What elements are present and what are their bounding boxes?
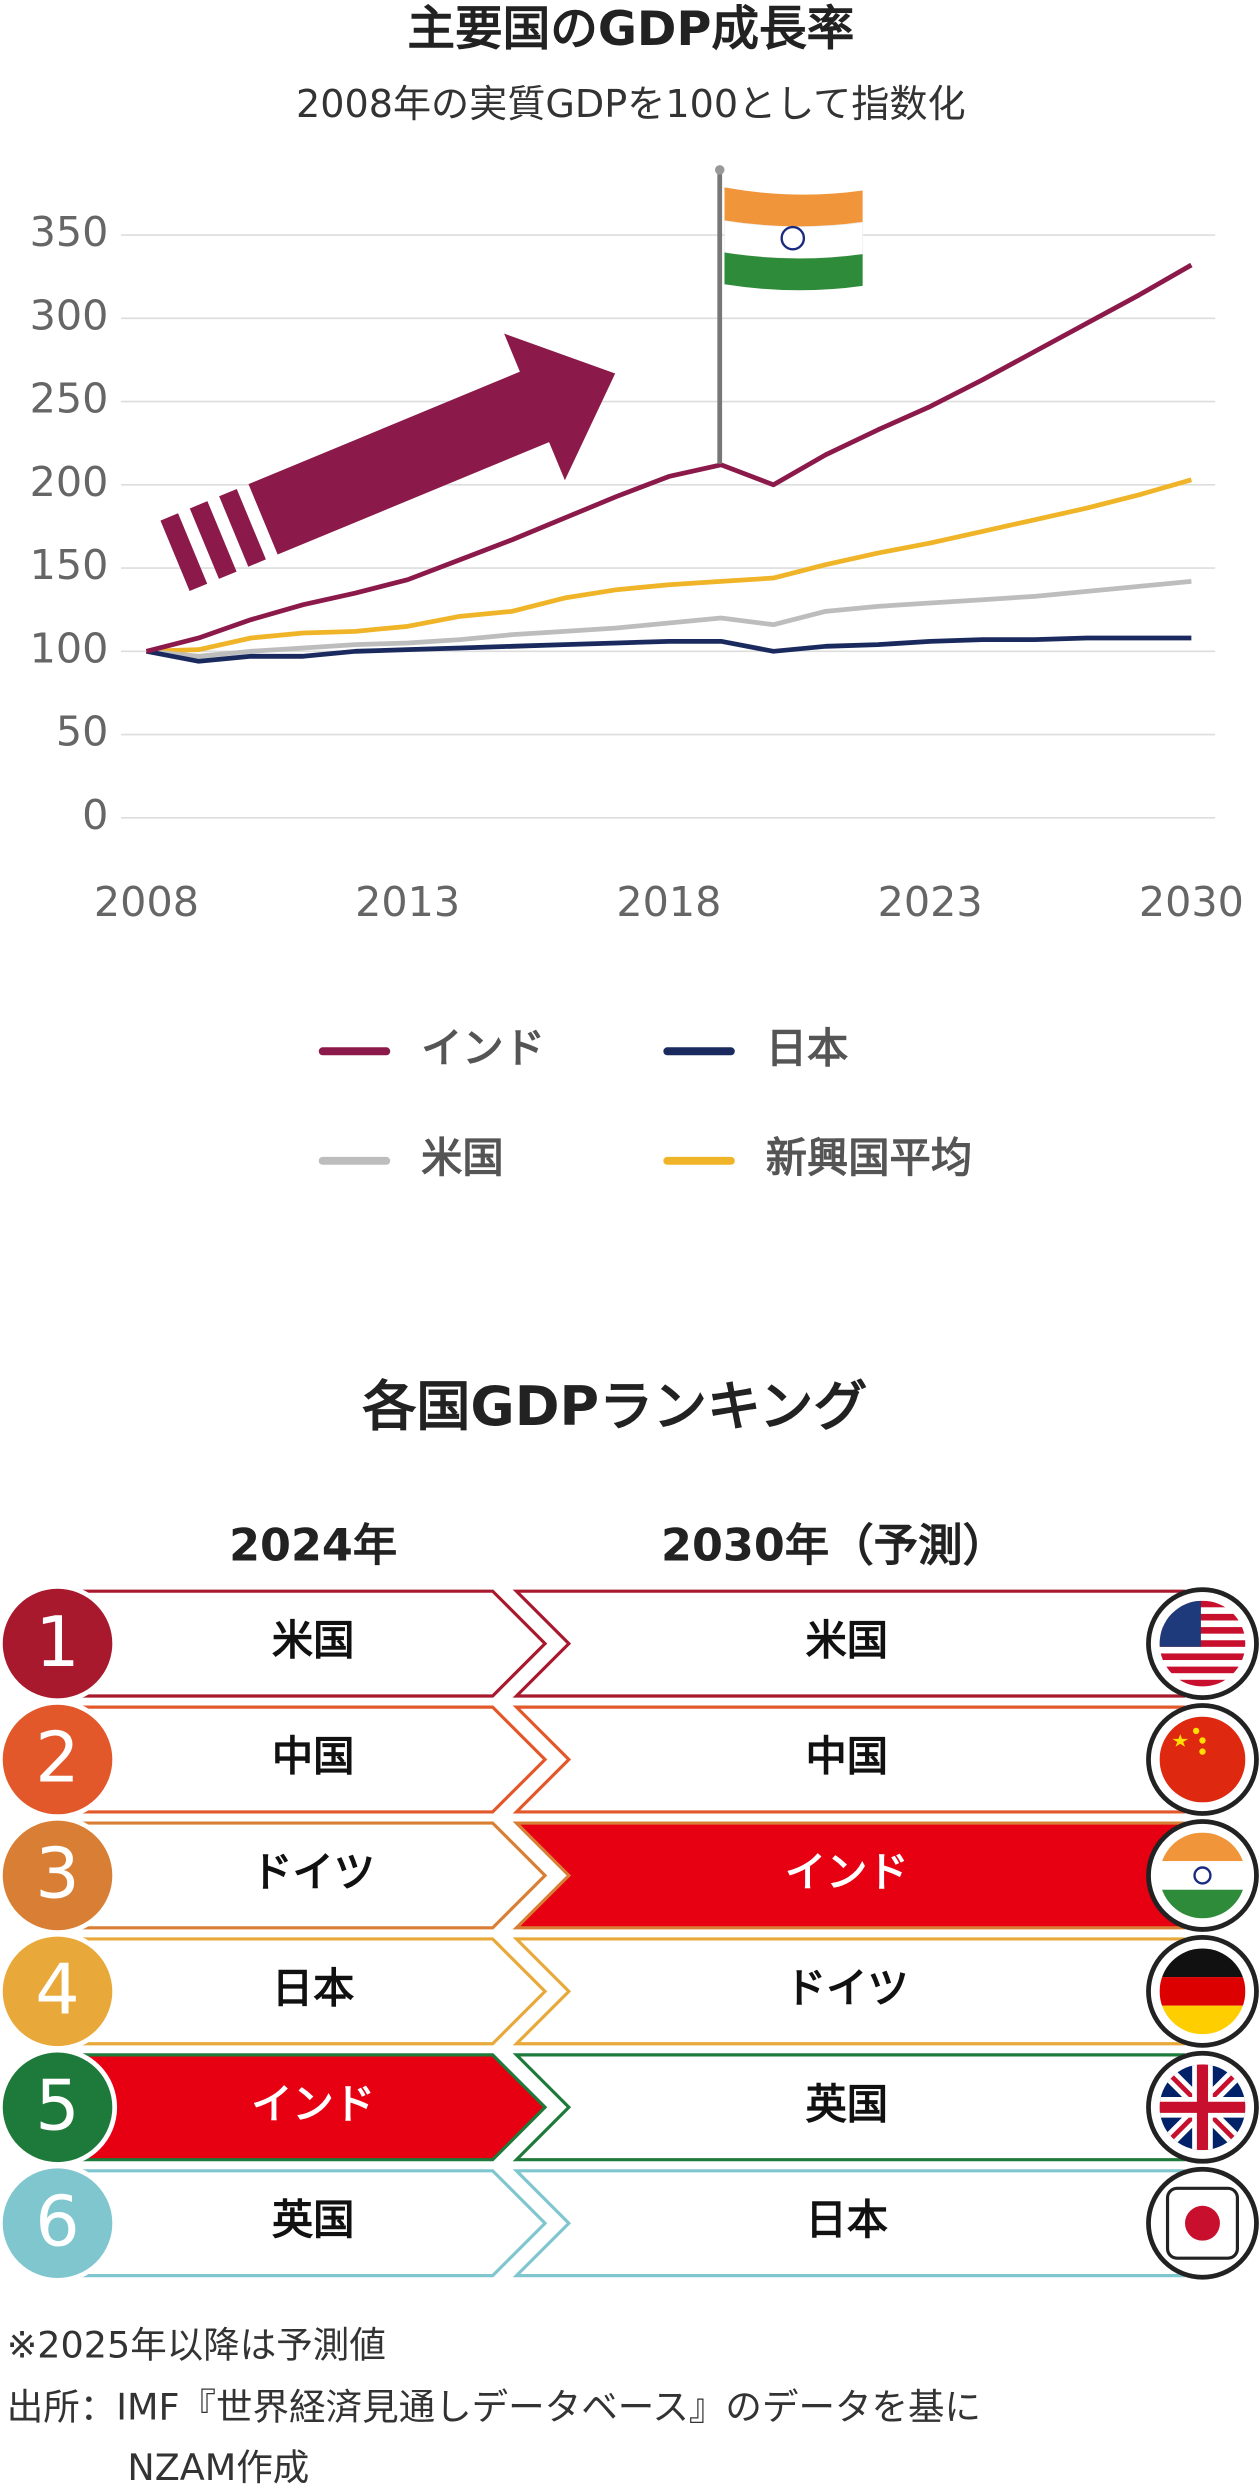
note: ※2025年以降は予測値 bbox=[7, 2324, 386, 2367]
y-tick-label: 200 bbox=[30, 458, 109, 506]
left-name: 中国 bbox=[272, 1733, 355, 1781]
legend-label: インド bbox=[421, 1024, 545, 1072]
y-tick-label: 150 bbox=[30, 541, 109, 589]
x-tick-label: 2030 bbox=[1139, 878, 1244, 926]
y-tick-label: 350 bbox=[30, 208, 109, 256]
y-tick-label: 0 bbox=[82, 791, 108, 839]
series-line bbox=[145, 262, 1193, 654]
grid: 0 50 100 150 200 250 300 350 2008 2013 2018 2023 203… bbox=[30, 208, 1244, 926]
legend-label: 米国 bbox=[421, 1134, 504, 1182]
left-name: 日本 bbox=[272, 1964, 355, 2012]
series-line bbox=[146, 477, 1193, 654]
left-name: インド bbox=[251, 2080, 375, 2128]
right-cell bbox=[512, 1821, 1186, 1930]
y-tick-label: 250 bbox=[30, 375, 109, 423]
flag-icon bbox=[1159, 1948, 1246, 2035]
right-name: ドイツ bbox=[785, 1964, 909, 2012]
y-tick-label: 100 bbox=[30, 624, 109, 672]
right-name: 日本 bbox=[805, 2196, 888, 2244]
y-tick-label: 300 bbox=[30, 291, 109, 339]
note: NZAM作成 bbox=[127, 2446, 309, 2489]
ranking-title: 各国GDPランキング bbox=[362, 1375, 867, 1438]
y-tick-label: 50 bbox=[56, 708, 109, 756]
right-cell bbox=[512, 2169, 1186, 2278]
x-tick-label: 2013 bbox=[355, 878, 460, 926]
series-line bbox=[146, 635, 1192, 664]
left-name: 英国 bbox=[272, 2196, 355, 2244]
chart-title: 主要国のGDP成長率 bbox=[407, 2, 854, 57]
india-flag-pole bbox=[714, 165, 864, 464]
chart-subtitle: 2008年の実質GDPを100として指数化 bbox=[296, 82, 966, 126]
flag-icon bbox=[1159, 1832, 1246, 1919]
x-tick-label: 2018 bbox=[616, 878, 721, 926]
series-line bbox=[146, 579, 1192, 659]
right-cell bbox=[512, 1589, 1186, 1698]
right-cell bbox=[512, 1937, 1186, 2046]
left-name: ドイツ bbox=[251, 1848, 375, 1896]
growth-arrow bbox=[160, 333, 616, 592]
rank-number: 6 bbox=[35, 2181, 79, 2262]
flag-icon bbox=[1165, 2186, 1240, 2260]
right-name: インド bbox=[785, 1848, 909, 1896]
rank-number: 4 bbox=[35, 1950, 79, 2031]
right-cell bbox=[512, 2053, 1186, 2162]
note: 出所：IMF『世界経済見通しデータベース』のデータを基に bbox=[7, 2386, 981, 2429]
flag-icon bbox=[1159, 1716, 1246, 1803]
flag-icon bbox=[1159, 1600, 1246, 1687]
legend-label: 日本 bbox=[766, 1024, 849, 1072]
lines bbox=[145, 262, 1193, 664]
ranking-header: 2030年（予測） bbox=[661, 1520, 1007, 1571]
right-name: 英国 bbox=[805, 2080, 888, 2128]
right-name: 中国 bbox=[805, 1733, 888, 1781]
rank-number: 2 bbox=[35, 1718, 79, 1799]
rank-number: 3 bbox=[35, 1834, 79, 1915]
left-name: 米国 bbox=[272, 1617, 355, 1665]
ranking-header: 2024年 bbox=[229, 1520, 397, 1571]
right-cell bbox=[512, 1705, 1186, 1814]
right-name: 米国 bbox=[805, 1617, 888, 1665]
x-tick-label: 2008 bbox=[94, 878, 199, 926]
rank-number: 5 bbox=[35, 2065, 79, 2146]
rank-number: 1 bbox=[35, 1602, 79, 1683]
rank-badge bbox=[0, 2163, 118, 2283]
legend-label: 新興国平均 bbox=[766, 1134, 972, 1182]
flag-icon bbox=[1159, 2064, 1246, 2151]
x-tick-label: 2023 bbox=[878, 878, 983, 926]
